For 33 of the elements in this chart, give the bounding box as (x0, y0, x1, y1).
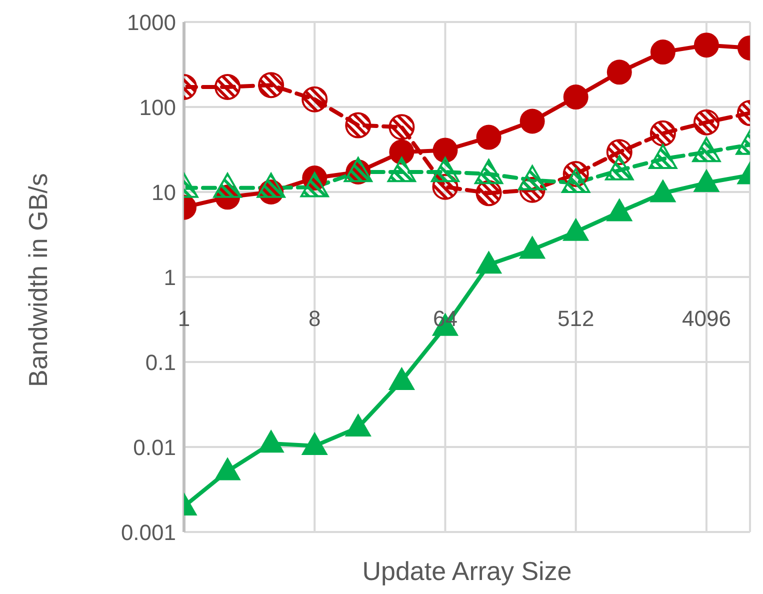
point (388, 114, 415, 140)
x-axis-title: Update Array Size (361, 556, 573, 586)
point (519, 236, 546, 259)
point (432, 138, 458, 163)
y-axis-title: Bandwidth in GB/s (23, 173, 54, 387)
point (388, 366, 415, 390)
point (694, 32, 719, 58)
point (475, 250, 502, 274)
point (345, 112, 372, 138)
point (693, 109, 720, 136)
point (650, 40, 676, 65)
y-tick-label: 100 (139, 94, 176, 120)
x-tick-label: 4096 (682, 306, 731, 331)
x-tick-label: 512 (557, 306, 594, 331)
point (476, 124, 502, 150)
point (389, 140, 414, 165)
y-tick-label: 0.1 (145, 350, 176, 375)
point (214, 74, 241, 100)
point (258, 72, 284, 98)
point (302, 86, 328, 112)
y-tick-label: 1 (164, 264, 176, 290)
point (563, 84, 588, 110)
point (214, 457, 241, 480)
y-tick-label: 1000 (127, 10, 176, 35)
x-tick-label: 8 (308, 306, 321, 331)
y-tick-label: 0.001 (120, 520, 176, 545)
point (650, 120, 676, 146)
point (606, 60, 632, 85)
point (301, 432, 328, 456)
y-tick-label: 0.01 (133, 434, 176, 460)
y-tick-label: 10 (152, 180, 176, 205)
point (520, 108, 545, 134)
point (344, 413, 372, 437)
